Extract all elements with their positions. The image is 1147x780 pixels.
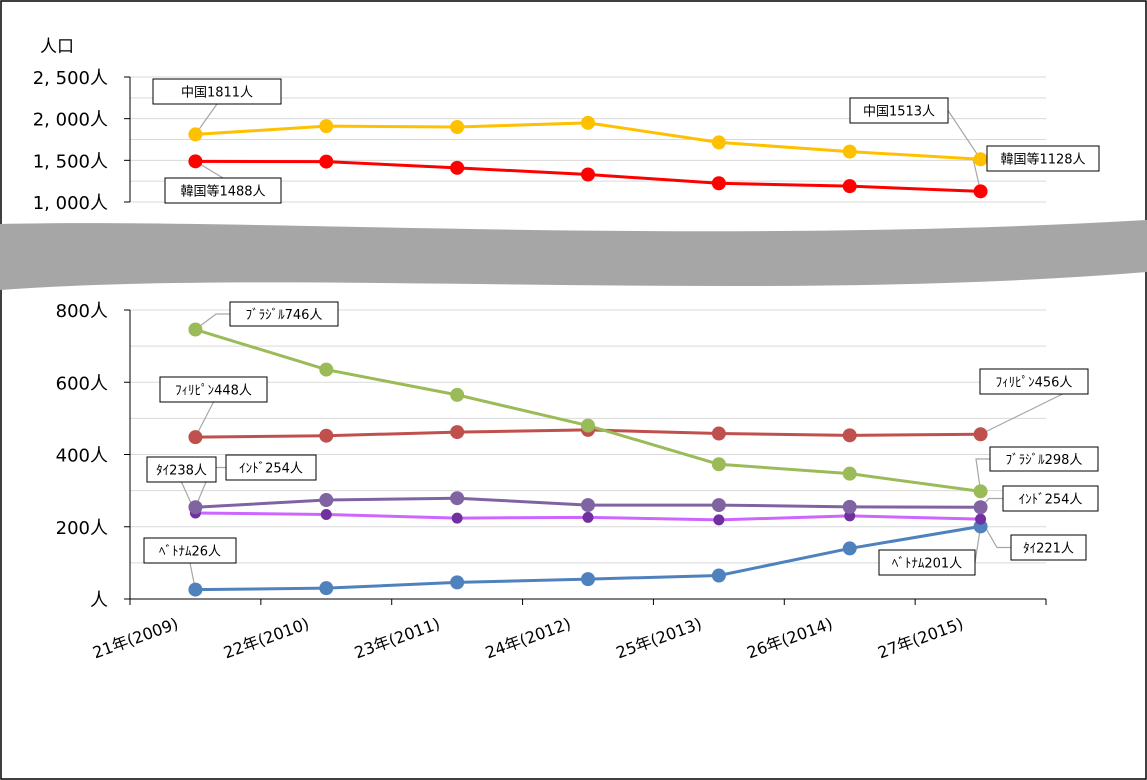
data-point-vietnam xyxy=(450,575,465,590)
callout-box xyxy=(164,177,282,204)
data-point-china xyxy=(188,127,203,142)
data-label: ﾍﾞﾄﾅﾑ26人 xyxy=(159,545,221,560)
leader-line xyxy=(975,458,990,492)
y-tick-label: 2, 000人 xyxy=(33,110,108,131)
leader-line xyxy=(947,110,982,160)
data-point-thailand xyxy=(451,512,463,524)
data-point-india xyxy=(973,500,988,515)
data-label: 韓国等1488人 xyxy=(180,184,265,200)
data-point-india xyxy=(188,500,203,515)
callout-box xyxy=(979,368,1089,395)
data-point-china xyxy=(842,144,857,159)
callout-box xyxy=(229,301,339,327)
y-tick-label: 人 xyxy=(90,590,108,611)
data-point-vietnam xyxy=(319,581,334,596)
data-label: 中国1513人 xyxy=(863,105,935,120)
y-tick-label: 600人 xyxy=(56,373,108,394)
axis-break-band xyxy=(0,220,1147,290)
y-tick-label: 1, 500人 xyxy=(33,151,108,172)
data-point-korea xyxy=(319,154,334,169)
data-label: 中国1811人 xyxy=(181,86,253,101)
data-point-brazil xyxy=(450,387,465,402)
data-point-korea xyxy=(450,160,465,175)
axis-break xyxy=(0,220,1147,290)
callout-box xyxy=(986,145,1100,172)
data-point-china xyxy=(711,135,726,150)
axes xyxy=(124,76,1047,605)
data-point-india xyxy=(450,491,465,506)
data-label: ﾌﾞﾗｼﾞﾙ746人 xyxy=(246,308,323,323)
data-label: ｲﾝﾄﾞ254人 xyxy=(239,462,303,477)
data-point-india xyxy=(319,493,334,508)
data-label: ﾍﾞﾄﾅﾑ201人 xyxy=(892,557,962,572)
data-point-philippines xyxy=(450,425,465,440)
y-tick-label: 1, 000人 xyxy=(33,193,108,214)
data-point-vietnam xyxy=(581,572,595,587)
data-point-brazil xyxy=(319,362,334,377)
series-markers xyxy=(188,115,988,597)
data-label: ﾀｲ221人 xyxy=(1023,542,1074,557)
data-point-philippines xyxy=(188,430,203,445)
data-point-philippines xyxy=(319,428,334,443)
data-point-thailand xyxy=(582,511,594,523)
leader-line xyxy=(195,313,230,330)
data-point-korea xyxy=(842,179,857,194)
data-point-vietnam xyxy=(188,582,203,597)
data-point-korea xyxy=(711,176,726,191)
data-point-brazil xyxy=(188,322,203,337)
callout-box xyxy=(878,549,976,576)
callout-box xyxy=(849,97,949,124)
callout-box xyxy=(146,456,217,483)
data-point-brazil xyxy=(581,418,595,433)
y-tick-label: 800人 xyxy=(56,301,108,322)
data-label: 韓国等1128人 xyxy=(1000,152,1085,168)
callout-box xyxy=(225,454,317,481)
data-point-brazil xyxy=(973,484,988,499)
callout-box xyxy=(152,78,282,105)
data-label: ﾌｨﾘﾋﾟﾝ456人 xyxy=(996,376,1073,391)
y-axis-label: 人口 xyxy=(40,37,74,57)
callout-box xyxy=(143,537,237,564)
data-point-india xyxy=(581,498,595,513)
data-point-korea xyxy=(581,167,595,182)
data-point-philippines xyxy=(842,428,857,443)
callout-box xyxy=(159,376,268,403)
y-tick-label: 400人 xyxy=(56,446,108,467)
y-tick-label: 200人 xyxy=(56,518,108,539)
data-label: ﾌﾞﾗｼﾞﾙ298人 xyxy=(1006,453,1083,468)
data-point-india xyxy=(711,498,726,513)
callout-box xyxy=(989,446,1099,472)
data-point-india xyxy=(842,499,857,514)
data-label: ﾌｨﾘﾋﾟﾝ448人 xyxy=(175,384,252,399)
data-point-thailand xyxy=(713,514,725,526)
callout-box xyxy=(1002,485,1099,512)
data-label: ｲﾝﾄﾞ254人 xyxy=(1019,493,1083,508)
data-point-brazil xyxy=(842,466,857,481)
y-tick-label: 2, 500人 xyxy=(33,68,108,89)
data-point-korea xyxy=(188,154,203,169)
data-point-china xyxy=(319,119,334,134)
data-point-vietnam xyxy=(842,541,857,556)
data-point-china xyxy=(973,152,988,167)
data-point-china xyxy=(450,120,465,134)
data-label: ﾀｲ238人 xyxy=(156,464,207,479)
data-point-philippines xyxy=(973,427,988,442)
callout-box xyxy=(1010,534,1087,561)
data-point-vietnam xyxy=(711,568,726,583)
data-point-thailand xyxy=(320,508,332,520)
data-point-thailand xyxy=(975,513,987,525)
data-point-brazil xyxy=(711,457,726,472)
data-point-china xyxy=(581,115,595,130)
data-point-korea xyxy=(973,184,988,199)
data-point-philippines xyxy=(711,426,726,441)
